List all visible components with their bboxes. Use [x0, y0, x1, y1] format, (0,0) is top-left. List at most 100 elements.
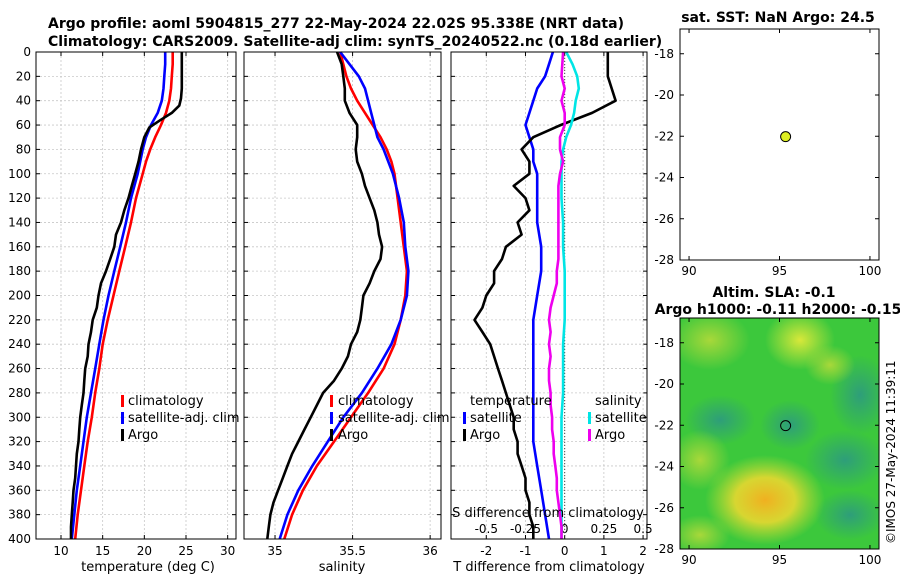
legend-swatch-argo: [121, 429, 124, 441]
y-tick-label: -26: [654, 501, 674, 515]
x-tick-label: -1: [519, 544, 531, 558]
x-tick-label: 35.5: [339, 544, 366, 558]
sla-heatmap: [680, 318, 879, 549]
y-tick-label: -26: [654, 212, 674, 226]
legend-swatch-s-argo: [588, 429, 591, 441]
y-tick-label: 60: [16, 118, 31, 132]
y-tick-label: 220: [8, 313, 31, 327]
x-tick-label: 90: [681, 264, 696, 278]
y-tick-label: 160: [8, 240, 31, 254]
legend-header-temperature: temperature: [470, 394, 552, 409]
series-line-t-satellite: [524, 51, 555, 540]
y-tick-label: -22: [654, 418, 674, 432]
y-tick-label: 200: [8, 289, 31, 303]
top-tick-label: 0.5: [634, 522, 653, 536]
legend-label-climatology: climatology: [128, 394, 204, 409]
temperature-frame: [35, 51, 237, 540]
y-tick-label: -28: [654, 542, 674, 556]
legend-swatch-argo: [330, 429, 333, 441]
figure-title-line2: Climatology: CARS2009. Satellite-adj cli…: [48, 34, 662, 50]
x-tick-label: 95: [772, 553, 787, 567]
x-tick-label: 95: [772, 264, 787, 278]
salinity-frame: [243, 51, 442, 540]
legend-swatch-climatology: [121, 395, 124, 407]
legend-label-argo: Argo: [338, 428, 368, 443]
legend-label-t-satellite: satellite: [470, 411, 522, 426]
temperature-legend: climatology satellite-adj. clim Argo: [121, 394, 240, 443]
watermark: ©IMOS 27-May-2024 11:39:11: [884, 360, 898, 544]
difference-frame: [450, 51, 648, 540]
legend-swatch-climatology: [330, 395, 333, 407]
x-tick-label: 1: [600, 544, 608, 558]
difference-xlabel: T difference from climatology: [452, 560, 645, 575]
series-line-climatology: [73, 52, 174, 540]
temperature-xlabel: temperature (deg C): [81, 560, 215, 575]
sst-map-panel: 90 95 100 -18 -20 -22 -24 -26 -28: [654, 28, 882, 278]
salinity-legend: climatology satellite-adj. clim Argo: [330, 394, 450, 443]
legend-label-t-argo: Argo: [470, 428, 500, 443]
salinity-panel: 35 35.5 36: [243, 51, 442, 558]
temperature-panel: 0 20 40 60 80 100 120 140 160 180 200 220 240 260 280 3…: [8, 45, 237, 558]
sla-map-panel: 90 95 100 -18 -20 -22 -24 -26 -28: [654, 317, 882, 567]
x-tick-label: 0: [561, 544, 569, 558]
legend-swatch-t-satellite: [463, 412, 466, 424]
legend-header-salinity: salinity: [595, 394, 642, 409]
y-tick-label: 260: [8, 362, 31, 376]
y-tick-label: 320: [8, 435, 31, 449]
series-line-argo: [266, 51, 384, 540]
top-tick-label: -0.5: [475, 522, 498, 536]
x-tick-label: 2: [639, 544, 647, 558]
x-tick-label: 100: [859, 553, 882, 567]
x-tick-label: 25: [178, 544, 193, 558]
difference-top-xlabel: S difference from climatology: [452, 506, 644, 521]
y-tick-label: 240: [8, 337, 31, 351]
legend-label-s-argo: Argo: [595, 428, 625, 443]
legend-label-satellite: satellite-adj. clim: [128, 411, 240, 426]
x-tick-label: 15: [95, 544, 110, 558]
y-tick-label: 340: [8, 459, 31, 473]
sla-title-line2: Argo h1000: -0.11 h2000: -0.15: [655, 302, 900, 318]
x-tick-label: 20: [137, 544, 152, 558]
series-line-s-argo: [547, 51, 567, 539]
legend-label-climatology: climatology: [338, 394, 414, 409]
x-tick-label: 35: [267, 544, 282, 558]
y-tick-label: 80: [16, 142, 31, 156]
x-tick-label: 30: [220, 544, 235, 558]
legend-swatch-satellite: [121, 412, 124, 424]
series-line-climatology: [283, 51, 409, 540]
sst-map-frame: [679, 28, 880, 261]
series-line-satellite-adj-clim: [70, 52, 167, 540]
y-tick-label: 280: [8, 386, 31, 400]
y-tick-label: 300: [8, 410, 31, 424]
y-tick-label: 180: [8, 264, 31, 278]
y-tick-label: -18: [654, 336, 674, 350]
y-tick-label: 360: [8, 483, 31, 497]
x-tick-label: 100: [859, 264, 882, 278]
y-tick-label: -20: [654, 377, 674, 391]
y-tick-label: 0: [23, 45, 31, 59]
y-tick-label: -22: [654, 129, 674, 143]
y-tick-label: -24: [654, 171, 674, 185]
sst-title: sat. SST: NaN Argo: 24.5: [681, 10, 875, 26]
profile-location-marker: [780, 420, 792, 432]
y-tick-label: 140: [8, 215, 31, 229]
x-tick-label: 90: [681, 553, 696, 567]
y-tick-label: 40: [16, 94, 31, 108]
difference-legend: temperature satellite Argo salinity sate…: [463, 394, 647, 443]
legend-label-satellite: satellite-adj. clim: [338, 411, 450, 426]
y-tick-label: 120: [8, 191, 31, 205]
series-line-t-argo: [473, 52, 617, 539]
y-tick-label: 380: [8, 508, 31, 522]
profile-location-marker: [780, 131, 792, 143]
legend-swatch-satellite: [330, 412, 333, 424]
y-tick-label: -18: [654, 47, 674, 61]
top-tick-label: -0.25: [510, 522, 541, 536]
x-tick-label: -2: [480, 544, 492, 558]
x-tick-label: 36: [423, 544, 438, 558]
figure-title-line1: Argo profile: aoml 5904815_277 22-May-20…: [48, 16, 624, 32]
y-tick-label: 20: [16, 69, 31, 83]
legend-swatch-s-satellite: [588, 412, 591, 424]
salinity-xlabel: salinity: [319, 560, 366, 575]
